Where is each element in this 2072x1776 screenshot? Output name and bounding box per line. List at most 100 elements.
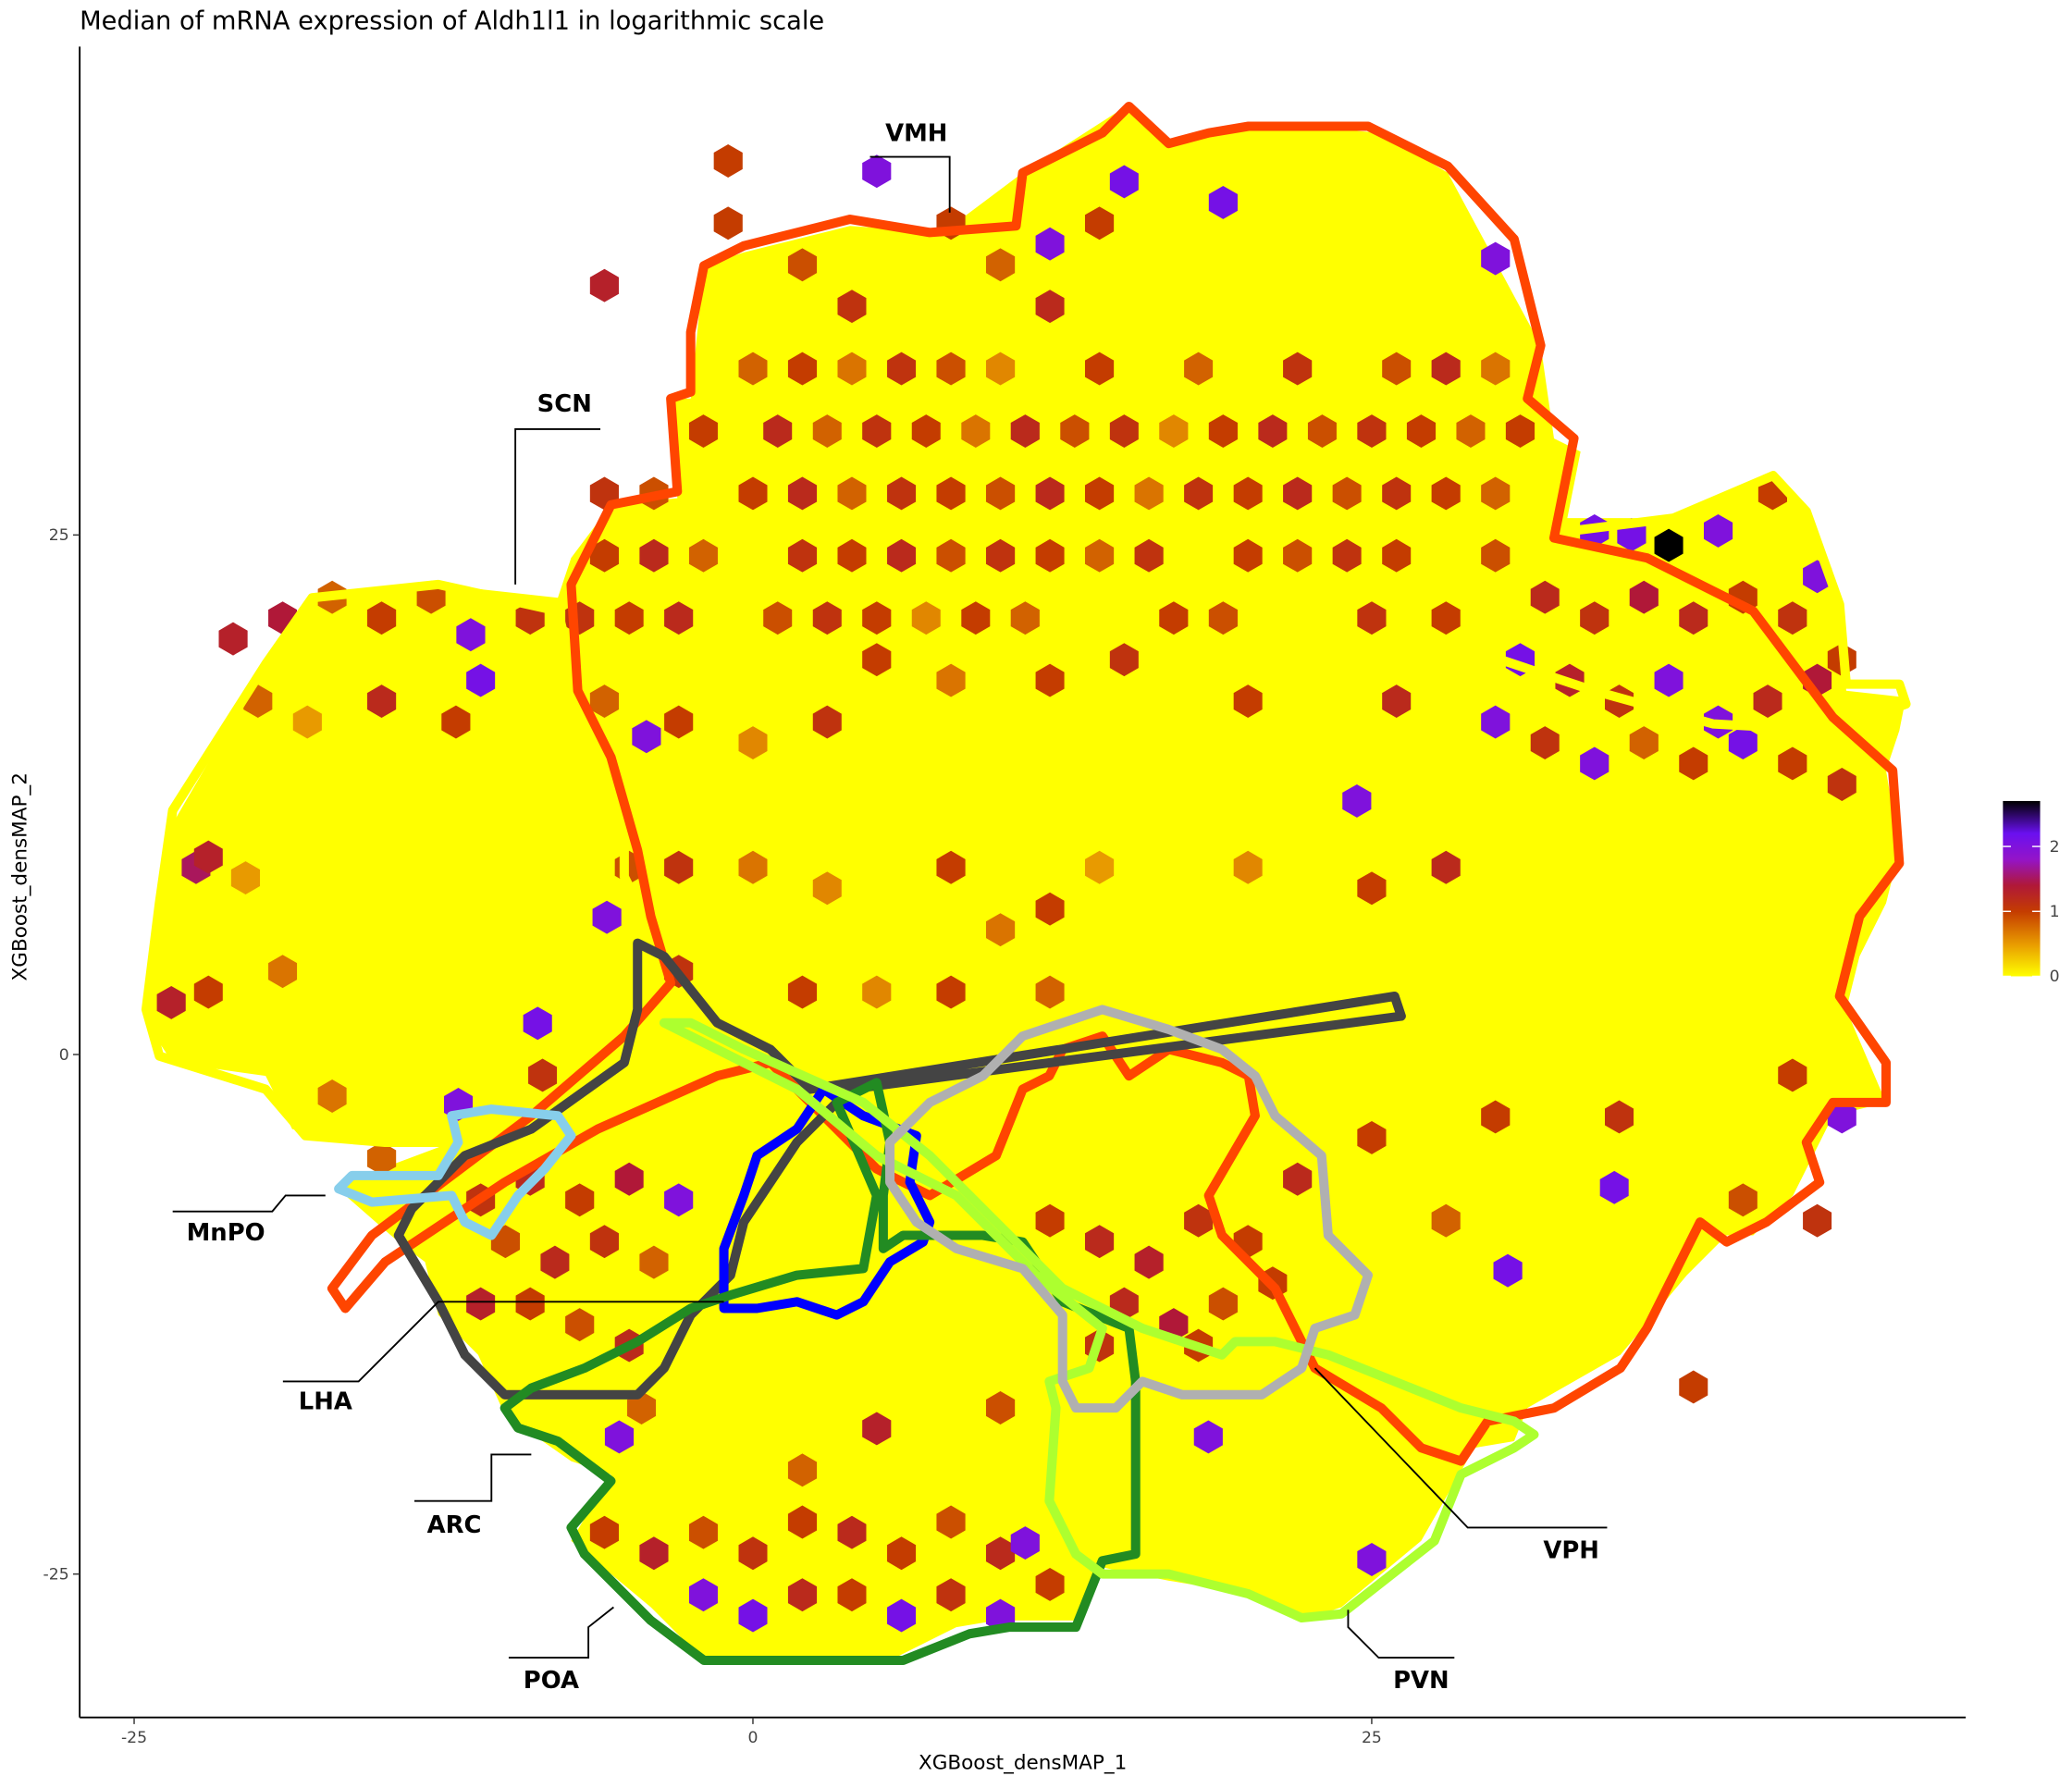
hex-cell: [1530, 580, 1560, 614]
hex-cell: [812, 414, 842, 448]
hex-cell: [1493, 1253, 1523, 1288]
hex-cell: [1778, 601, 1807, 635]
hex-cell: [604, 1420, 635, 1454]
hex-cell: [193, 975, 223, 1009]
x-tick-label: 0: [747, 1729, 758, 1747]
hex-cell: [887, 1536, 917, 1571]
hex-cell: [812, 601, 842, 635]
hex-cell: [837, 1578, 867, 1612]
hex-cell: [713, 144, 743, 178]
hex-cell: [1258, 414, 1288, 448]
hex-cell: [664, 601, 694, 635]
hex-cell: [986, 476, 1016, 511]
hex-cell: [961, 601, 991, 635]
region-label: VMH: [885, 119, 947, 147]
hex-cell: [1679, 1370, 1708, 1404]
hex-cell: [1679, 746, 1708, 781]
leader-line: [172, 1194, 326, 1213]
y-axis-title: XGBoost_densMAP_2: [9, 772, 32, 980]
hex-cell: [1184, 476, 1214, 511]
hex-cell: [763, 601, 793, 635]
hex-cell: [528, 1058, 558, 1092]
hex-cell: [1629, 580, 1659, 614]
hex-cell: [1332, 476, 1362, 511]
hex-cell: [1035, 975, 1065, 1009]
hex-cell: [1382, 684, 1412, 719]
hex-cell: [664, 850, 694, 884]
hex-cell: [1134, 476, 1164, 511]
hex-cell: [589, 1225, 619, 1259]
hex-cell: [1599, 1170, 1629, 1204]
hex-cell: [523, 1006, 552, 1041]
hex-cell: [738, 476, 768, 511]
hex-cell: [1728, 1183, 1758, 1217]
hex-cell: [292, 705, 322, 739]
hex-cell: [515, 1287, 545, 1321]
hex-cell: [787, 1578, 818, 1612]
hex-cell: [1010, 414, 1040, 448]
colorbar-tick-label: 0: [2050, 968, 2060, 986]
hex-cell: [1382, 476, 1412, 511]
hex-cell: [862, 975, 892, 1009]
hex-cell: [1530, 726, 1560, 760]
hex-cell: [1208, 414, 1238, 448]
region-label: PVN: [1393, 1667, 1449, 1695]
hex-cell: [1307, 414, 1337, 448]
hex-cell: [466, 1287, 496, 1321]
hex-cell: [812, 871, 842, 906]
hex-cell: [1332, 538, 1362, 573]
hex-cell: [911, 414, 941, 448]
hex-cell: [1357, 1543, 1387, 1576]
hex-cell: [664, 705, 694, 739]
hex-cell: [1159, 414, 1189, 448]
hex-cell: [1679, 601, 1708, 635]
hex-cell: [1134, 538, 1164, 573]
hex-cell: [1604, 1100, 1634, 1134]
hex-cell: [1431, 601, 1461, 635]
hex-cell: [1456, 414, 1486, 448]
hex-cell: [936, 975, 966, 1009]
hex-cell: [614, 1162, 644, 1196]
hex-cell: [1357, 1121, 1387, 1154]
hex-cell: [1580, 601, 1610, 635]
hex-cell: [787, 538, 818, 573]
hex-cell: [1827, 1100, 1856, 1134]
hex-cell: [1035, 1203, 1065, 1238]
hex-cell: [268, 955, 298, 989]
x-tick-label: -25: [121, 1729, 147, 1747]
hex-cell: [589, 538, 619, 573]
leader-line: [870, 155, 951, 213]
hex-cell: [1728, 726, 1758, 760]
hex-cell: [592, 900, 622, 934]
hex-cell: [1208, 601, 1238, 635]
hex-cell: [367, 1141, 397, 1176]
hex-cell: [1233, 476, 1263, 511]
hex-cell: [887, 538, 917, 573]
hex-cell: [1481, 538, 1511, 573]
hex-cell: [713, 206, 743, 240]
hex-cell: [367, 601, 397, 635]
hex-cell: [1010, 1526, 1040, 1560]
hex-cell: [1109, 643, 1139, 677]
hex-cell: [1580, 746, 1610, 781]
hex-cell: [738, 352, 768, 386]
region-label: VPH: [1543, 1536, 1599, 1564]
hex-cell: [1233, 850, 1263, 884]
colorbar-tick-label: 2: [2050, 838, 2060, 857]
region-outline: [1469, 471, 1911, 735]
hex-cell: [441, 705, 471, 739]
hex-cell: [887, 1598, 917, 1633]
hex-cell: [1342, 784, 1372, 818]
hex-cell: [787, 1505, 818, 1539]
region-label: POA: [524, 1667, 579, 1695]
hex-cell: [1233, 538, 1263, 573]
hex-cell: [862, 643, 892, 677]
hex-cell: [1084, 850, 1115, 884]
hex-cell: [787, 476, 818, 511]
hex-cell: [787, 975, 818, 1009]
hex-cell: [1778, 1058, 1807, 1092]
hex-cell: [193, 840, 223, 874]
hex-cell: [1382, 538, 1412, 573]
hex-cell: [589, 684, 619, 719]
hex-cell: [688, 1578, 718, 1612]
